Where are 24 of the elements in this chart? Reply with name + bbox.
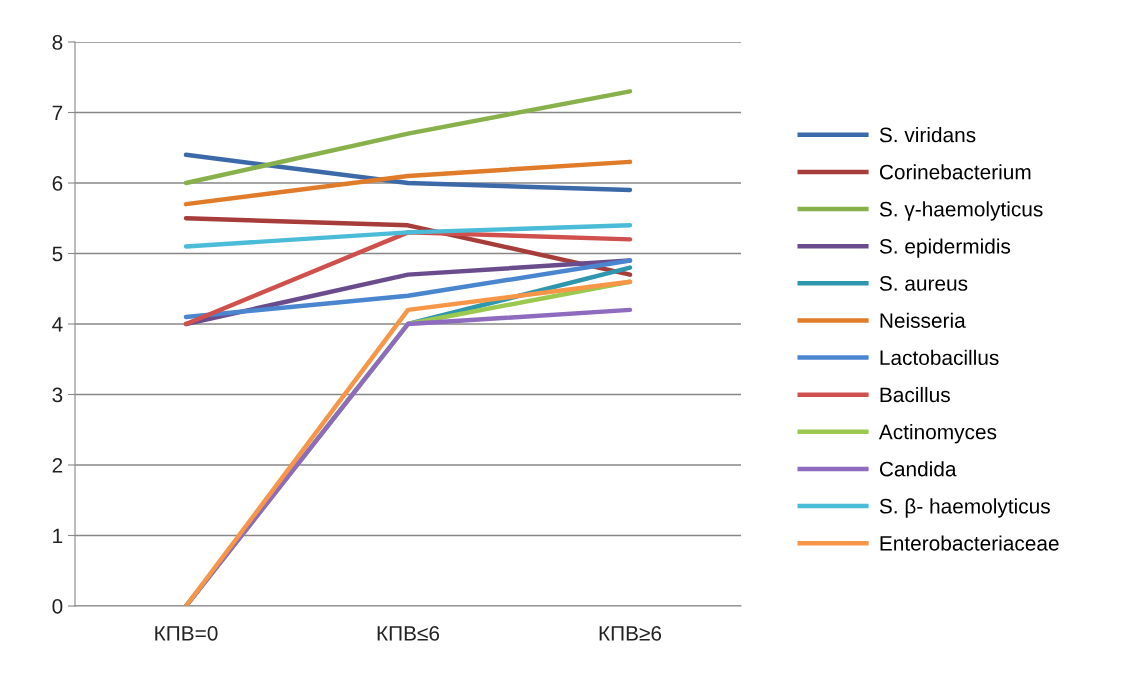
legend-label: Lactobacillus [880, 349, 999, 366]
legend-label: Enterobacteriaceae [880, 535, 1059, 551]
x-tick-label: КПВ≤6 [377, 625, 440, 641]
x-tick-label: КПВ≥6 [599, 625, 662, 641]
y-tick-label: 6 [52, 176, 63, 191]
y-tick-label: 3 [52, 387, 63, 403]
legend-label: S. aureus [879, 276, 968, 291]
y-tick-label: 7 [52, 105, 63, 121]
legend-label: S. epidermidis [879, 238, 1011, 258]
legend-label: S. γ-haemolyticus [879, 201, 1043, 221]
y-tick-label: 0 [52, 599, 63, 614]
legend-label: Actinomyces [878, 424, 997, 444]
legend-label: Bacillus [880, 386, 950, 403]
legend-label: S. viridans [879, 127, 976, 143]
y-tick-label: 5 [52, 246, 63, 262]
y-tick-label: 8 [52, 35, 63, 50]
y-tick-label: 2 [52, 458, 63, 473]
legend-label: Neisseria [880, 312, 966, 328]
y-tick-label: 4 [52, 317, 63, 332]
x-tick-label: КПВ=0 [155, 625, 218, 641]
legend-label: Candida [879, 461, 957, 477]
legend-label: S. β- haemolyticus [879, 498, 1050, 518]
y-tick-label: 1 [53, 528, 63, 544]
legend-label: Corinebacterium [879, 164, 1031, 180]
